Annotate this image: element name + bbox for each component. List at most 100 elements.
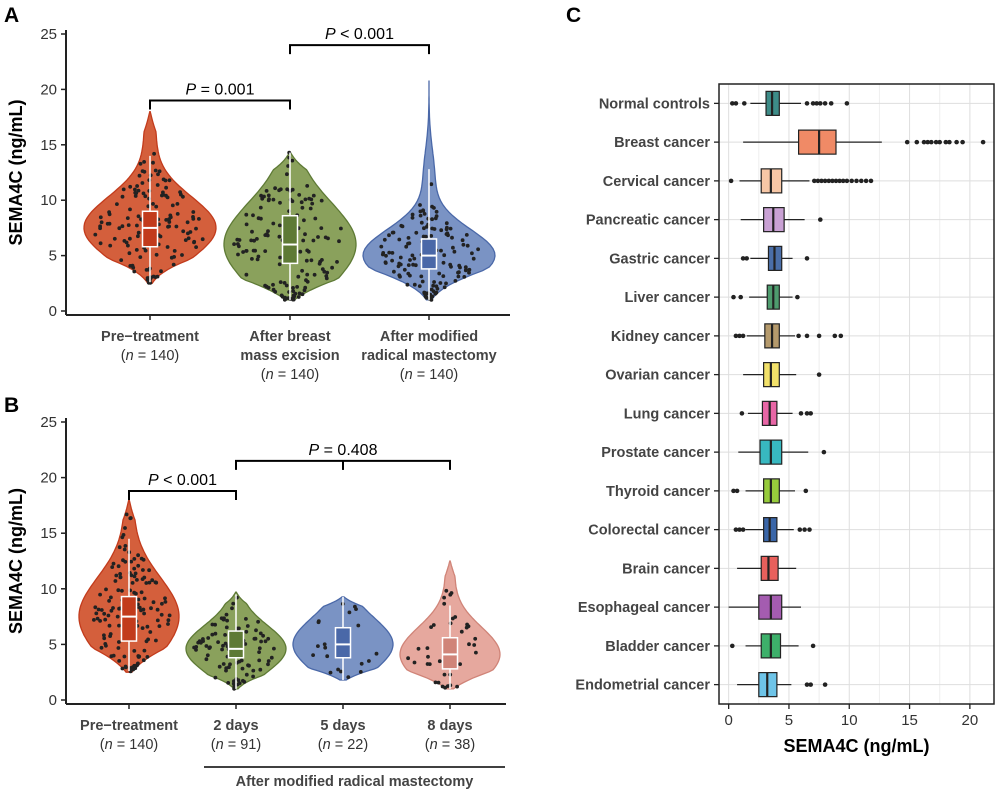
data-point [165,245,170,249]
data-point [271,282,275,287]
data-point [160,601,164,606]
data-point [266,193,271,198]
outlier-point [731,488,736,494]
group-label: After modified radical mastectomy [236,774,474,790]
data-point [136,230,141,235]
significance-bracket [289,44,430,55]
data-point [472,643,477,647]
outlier-point [854,178,859,184]
data-point [116,646,121,650]
data-point [432,280,436,284]
outlier-point [815,178,821,184]
y-tick-label: 5 [49,636,57,653]
data-point [444,281,448,286]
data-point [256,254,261,259]
data-point [140,181,145,185]
x-tick-label: 20 [962,712,979,729]
data-point [163,600,168,604]
data-point [442,672,447,677]
data-point [304,278,308,283]
data-point [410,215,415,220]
data-point [153,275,158,279]
data-point [197,217,201,221]
data-point [244,672,249,677]
data-point [128,516,133,521]
data-point [336,667,340,672]
outlier-point [804,101,810,106]
data-point [123,526,127,530]
data-point [430,217,434,222]
category-label: Pancreatic cancer [586,213,710,229]
panel-label-c: C [566,4,581,27]
data-point [191,215,195,219]
data-point [241,678,245,683]
data-point [164,185,169,190]
outlier-point [830,178,835,184]
data-point [159,269,163,274]
data-point [132,574,137,579]
data-point [104,643,108,648]
data-point [95,616,100,621]
data-point [134,248,139,252]
data-point [92,618,96,622]
data-point [166,622,170,626]
category-label: Normal controls [599,96,710,112]
data-point [323,235,328,240]
significance-bracket [149,99,291,110]
data-point [406,263,411,267]
data-point [303,197,308,202]
outlier-point [818,217,823,222]
box [441,636,459,670]
data-point [309,258,314,263]
data-point [139,556,144,561]
data-point [404,244,409,249]
data-point [109,595,113,600]
data-point [145,624,150,629]
data-point [99,608,104,612]
p-value-label: P < 0.001 [325,26,394,43]
data-point [142,611,147,616]
y-tick-label: 25 [40,414,57,431]
data-point [412,282,417,287]
data-point [102,636,107,641]
data-point [311,193,316,198]
category-label: Thyroid cancer [606,484,710,500]
n-count-label: (n = 140) [400,367,458,383]
data-point [255,257,260,262]
data-point [245,624,250,628]
data-point [102,633,106,638]
data-point [117,623,121,628]
outlier-point [954,139,959,145]
data-point [221,617,226,622]
outlier-point [828,101,834,106]
data-point [141,568,145,572]
data-point [107,623,112,628]
data-point [150,578,155,583]
data-point [251,668,256,673]
outlier-point [816,372,822,377]
data-point [132,269,137,274]
data-point [442,601,447,606]
data-point [128,184,133,189]
data-point [419,220,424,225]
data-point [285,172,289,177]
data-point [418,213,423,218]
category-label: Bladder cancer [605,639,710,655]
box [281,214,299,265]
data-point [461,242,466,247]
data-point [465,243,470,248]
outlier-point [929,139,934,145]
data-point [107,599,111,603]
data-point [459,629,464,634]
outlier-point [832,333,838,339]
data-point [98,224,102,229]
data-point [194,226,198,231]
outlier-point [960,139,965,145]
data-point [442,285,447,290]
data-point [463,265,468,269]
outlier-point [849,178,854,184]
data-point [431,623,436,627]
data-point [358,670,363,674]
data-point [259,193,263,198]
data-point [311,238,316,243]
